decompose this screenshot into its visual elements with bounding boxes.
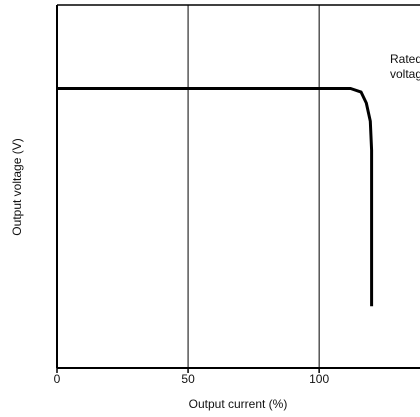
x-tick-label: 100 [309,372,329,386]
x-tick-label: 0 [54,372,61,386]
x-axis-label: Output current (%) [189,397,288,411]
annotation: voltage [390,67,420,81]
annotation: Rated [390,52,420,66]
y-axis-label: Output voltage (V) [10,138,24,235]
x-tick-label: 50 [181,372,195,386]
voltage-curve [57,87,374,307]
